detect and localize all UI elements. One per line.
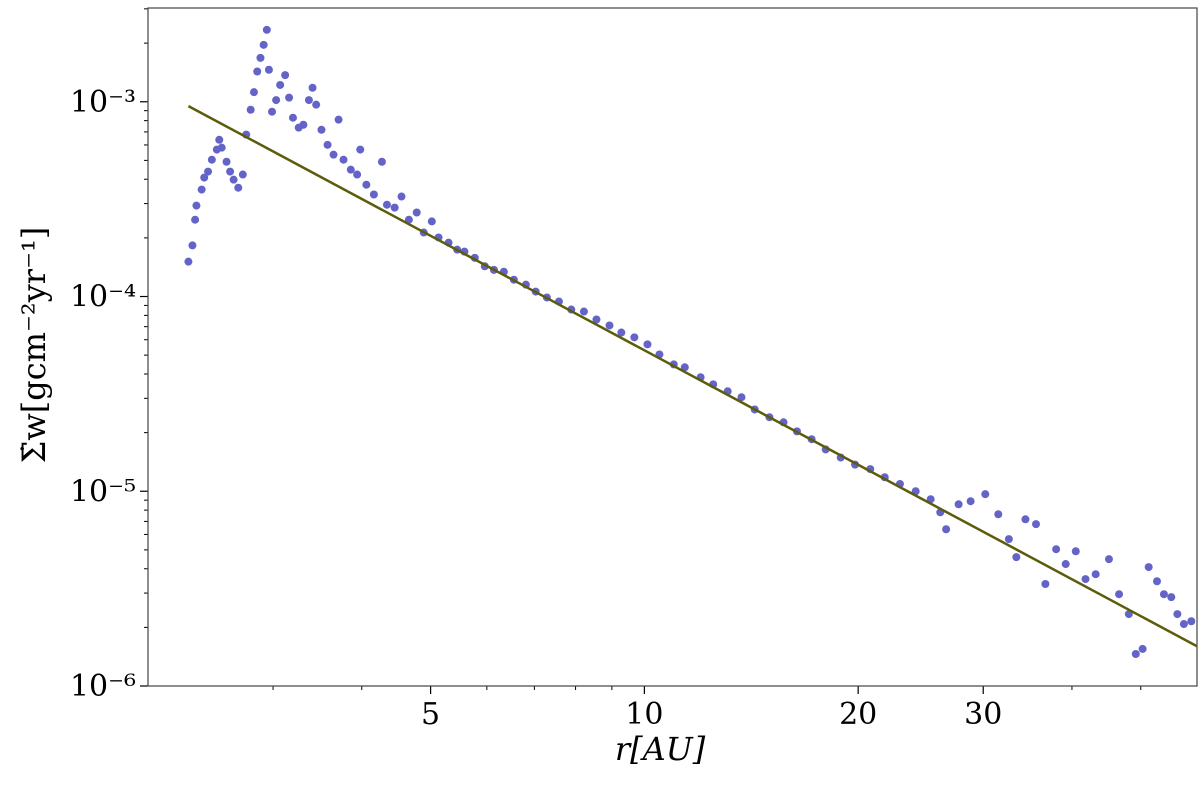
data-point bbox=[412, 208, 421, 217]
data-point bbox=[304, 96, 313, 105]
data-point bbox=[1138, 644, 1147, 653]
data-point bbox=[1081, 575, 1090, 584]
data-point bbox=[966, 497, 975, 506]
data-point bbox=[942, 525, 951, 534]
fit-line bbox=[187, 104, 1198, 648]
data-point bbox=[1104, 555, 1113, 564]
data-point bbox=[579, 307, 588, 316]
data-point bbox=[1021, 515, 1030, 524]
y-tick-label: 10⁻⁴ bbox=[70, 280, 136, 315]
data-point bbox=[308, 83, 317, 92]
data-point bbox=[605, 321, 614, 330]
data-point bbox=[954, 500, 963, 509]
data-point bbox=[353, 170, 362, 179]
data-point bbox=[427, 217, 436, 226]
x-tick-label: 30 bbox=[964, 697, 1002, 732]
data-point bbox=[329, 150, 338, 159]
y-tick-label: 10⁻³ bbox=[70, 85, 136, 120]
data-point bbox=[1052, 545, 1061, 554]
data-point bbox=[1131, 649, 1140, 658]
data-point bbox=[272, 96, 281, 105]
x-tick-label: 20 bbox=[839, 697, 877, 732]
data-point bbox=[184, 257, 193, 266]
data-point bbox=[204, 167, 213, 176]
x-tick-label: 5 bbox=[421, 697, 440, 732]
data-point bbox=[1115, 590, 1124, 599]
data-point bbox=[312, 100, 321, 109]
data-point bbox=[617, 328, 626, 337]
data-point bbox=[334, 115, 343, 124]
data-point bbox=[264, 65, 273, 74]
data-point bbox=[215, 135, 224, 144]
data-point bbox=[1041, 580, 1050, 589]
data-point bbox=[390, 203, 399, 212]
data-point bbox=[994, 510, 1003, 519]
data-point bbox=[1187, 617, 1196, 626]
data-point bbox=[238, 170, 247, 179]
data-point bbox=[249, 88, 258, 97]
data-point bbox=[256, 53, 265, 62]
data-point bbox=[268, 107, 277, 116]
data-point bbox=[200, 173, 209, 182]
data-point bbox=[234, 183, 243, 192]
data-point bbox=[680, 363, 689, 372]
plot-frame bbox=[147, 7, 1198, 687]
data-point bbox=[229, 175, 238, 184]
data-point bbox=[192, 201, 201, 210]
y-tick-label: 10⁻⁶ bbox=[70, 669, 136, 704]
data-point bbox=[1032, 520, 1041, 529]
data-point bbox=[285, 93, 294, 102]
data-point bbox=[981, 490, 990, 499]
data-point bbox=[1167, 593, 1176, 602]
data-point bbox=[1061, 560, 1070, 569]
data-point bbox=[226, 167, 235, 176]
data-point bbox=[737, 393, 746, 402]
data-point bbox=[197, 185, 206, 194]
data-point bbox=[259, 40, 268, 49]
x-tick-label: 10 bbox=[625, 697, 663, 732]
data-point bbox=[382, 200, 391, 209]
data-point bbox=[188, 241, 197, 250]
y-axis-label: Σ̇w[gcm⁻²yr⁻¹] bbox=[15, 227, 53, 464]
data-point bbox=[281, 71, 290, 80]
data-point bbox=[346, 165, 355, 174]
data-point bbox=[222, 157, 231, 166]
data-point bbox=[299, 120, 308, 129]
x-axis-label: r[AU] bbox=[615, 730, 706, 768]
data-point bbox=[1071, 547, 1080, 556]
data-point bbox=[246, 105, 255, 114]
data-point bbox=[262, 25, 271, 34]
data-point bbox=[1091, 570, 1100, 579]
data-point bbox=[397, 192, 406, 201]
data-point bbox=[643, 340, 652, 349]
data-point bbox=[1173, 610, 1182, 619]
data-point bbox=[356, 145, 365, 154]
data-point bbox=[339, 155, 348, 164]
data-point bbox=[1004, 535, 1013, 544]
data-point bbox=[362, 180, 371, 189]
data-point bbox=[1152, 577, 1161, 586]
data-point bbox=[217, 143, 226, 152]
data-point bbox=[317, 125, 326, 134]
data-point bbox=[1179, 620, 1188, 629]
y-tick-label: 10⁻⁵ bbox=[70, 474, 136, 509]
data-point bbox=[207, 155, 216, 164]
data-point bbox=[377, 157, 386, 166]
data-point bbox=[276, 80, 285, 89]
data-point bbox=[1144, 563, 1153, 572]
data-point bbox=[630, 333, 639, 342]
data-point bbox=[288, 113, 297, 122]
data-point bbox=[1159, 590, 1168, 599]
data-point bbox=[191, 215, 200, 224]
data-point bbox=[253, 67, 262, 76]
data-point bbox=[1012, 553, 1021, 562]
data-point bbox=[369, 190, 378, 199]
data-point bbox=[323, 140, 332, 149]
data-point bbox=[592, 315, 601, 324]
